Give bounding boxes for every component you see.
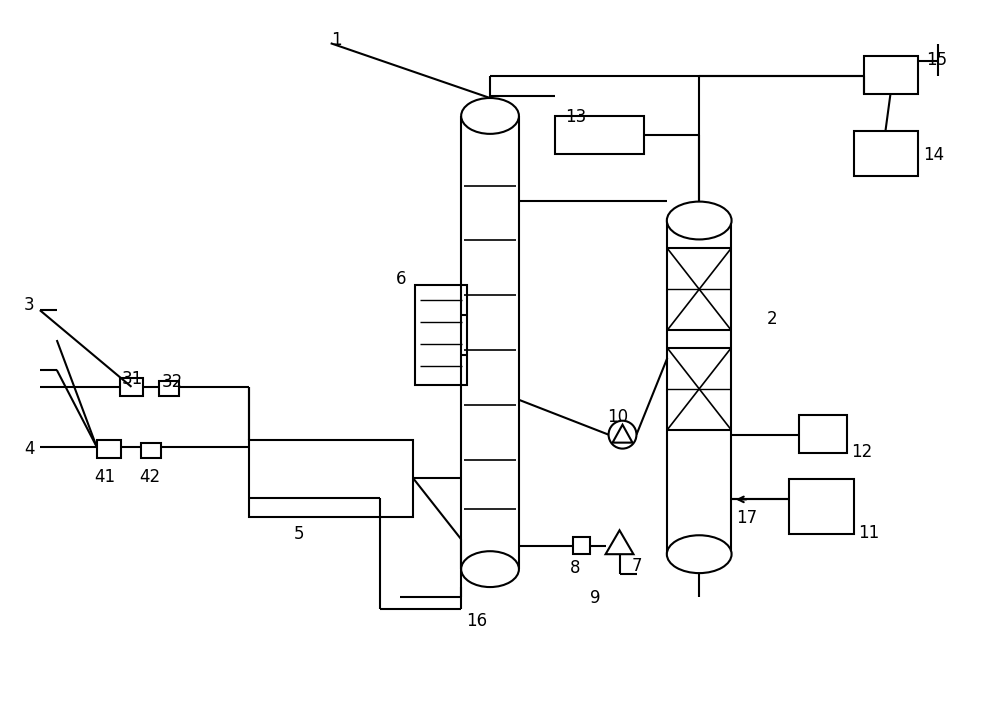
Ellipse shape xyxy=(461,551,519,587)
Text: 31: 31 xyxy=(122,370,143,388)
Bar xyxy=(120,378,143,396)
Ellipse shape xyxy=(462,552,518,586)
Text: 32: 32 xyxy=(161,373,183,391)
Bar xyxy=(573,537,590,554)
Ellipse shape xyxy=(667,202,732,240)
Circle shape xyxy=(609,421,636,449)
Text: 1: 1 xyxy=(331,32,341,49)
Text: 5: 5 xyxy=(294,525,304,543)
Text: 14: 14 xyxy=(923,146,944,164)
Polygon shape xyxy=(613,425,632,442)
Ellipse shape xyxy=(462,99,518,133)
Text: 8: 8 xyxy=(570,559,580,577)
Text: 42: 42 xyxy=(139,468,161,486)
Text: 12: 12 xyxy=(852,442,873,461)
Bar xyxy=(789,479,854,534)
Text: 9: 9 xyxy=(590,589,600,607)
Text: 3: 3 xyxy=(24,297,35,314)
Ellipse shape xyxy=(668,203,731,238)
Text: 17: 17 xyxy=(736,510,757,527)
Text: 13: 13 xyxy=(565,108,586,126)
Bar xyxy=(415,285,467,385)
Bar xyxy=(864,56,918,94)
Text: 41: 41 xyxy=(95,468,116,486)
Bar xyxy=(799,415,847,453)
Text: 10: 10 xyxy=(608,408,629,426)
Bar xyxy=(555,116,644,154)
Text: 16: 16 xyxy=(466,612,487,630)
Bar xyxy=(854,131,918,176)
Text: 15: 15 xyxy=(926,51,947,69)
Text: 7: 7 xyxy=(631,557,642,576)
Ellipse shape xyxy=(461,98,519,134)
Bar xyxy=(249,440,413,517)
Text: 2: 2 xyxy=(767,310,778,328)
Polygon shape xyxy=(606,530,633,554)
Text: 11: 11 xyxy=(859,524,880,543)
Text: 4: 4 xyxy=(24,440,34,458)
Bar xyxy=(141,442,161,458)
Ellipse shape xyxy=(668,536,731,572)
Bar xyxy=(97,440,121,458)
Text: 6: 6 xyxy=(395,271,406,288)
Ellipse shape xyxy=(667,536,732,573)
Bar xyxy=(159,381,179,396)
